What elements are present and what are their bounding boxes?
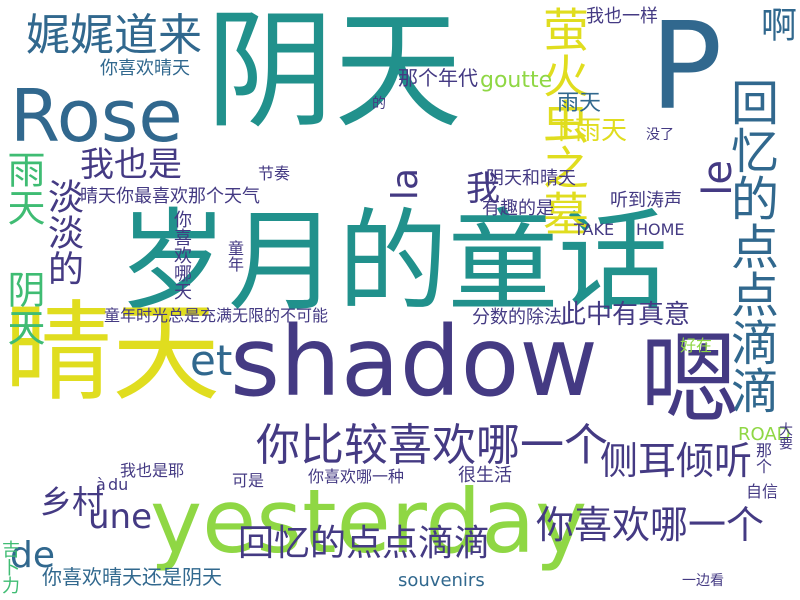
word-meile: 没了 — [646, 127, 674, 143]
word-goutte: goutte — [480, 68, 553, 93]
word-qingtian-haishi-yintian: 你喜欢晴天还是阴天 — [42, 565, 222, 589]
word-yibian-kan: 一边看 — [682, 573, 724, 589]
word-le: le — [695, 160, 741, 196]
word-ni-xihuan-nayizhong: 你喜欢哪一种 — [308, 467, 405, 486]
word-xiangcun: 乡村 — [40, 483, 105, 521]
word-yintian-he-qingtian: 阴天和晴天 — [486, 168, 576, 189]
word-xiayutian: 下雨天 — [549, 116, 628, 146]
word-suiyue-tonghua: 岁月的童话 — [118, 198, 668, 326]
word-dandande: 淡淡的 — [42, 178, 83, 286]
word-souvenirs: souvenirs — [398, 570, 485, 591]
word-cizhong-you-zhenyi: 此中有真意 — [560, 300, 691, 330]
word-shadow: shadow — [230, 306, 598, 418]
word-rose: Rose — [10, 74, 183, 158]
word-haozai: 好在 — [680, 336, 713, 355]
word-fenshu-chufa: 分数的除法 — [472, 307, 562, 328]
word-et: et — [190, 336, 233, 385]
word-tongnian-shiguang: 童年时光总是充满无限的不可能 — [104, 306, 329, 325]
word-huiyi-diandian: 回忆的点点滴滴 — [238, 523, 491, 564]
word-take: TAKE — [574, 220, 615, 239]
word-en: 嗯 — [640, 321, 740, 438]
word-woyeshi-ye: 我也是耶 — [120, 461, 185, 480]
word-tongnian: 童年 — [225, 240, 244, 272]
word-ni-xihuan-qingtian-1: 你喜欢晴天 — [100, 58, 190, 79]
word-yinghuochong: 萤火虫之墓 — [536, 6, 590, 236]
word-niniedaolai: 娓娓道来 — [26, 10, 202, 61]
word-road: ROAD — [738, 424, 791, 445]
word-qingtian: 晴天 — [4, 291, 221, 416]
word-youqu-de-shi: 有趣的是 — [482, 198, 554, 219]
word-jiezou: 节奏 — [258, 164, 291, 183]
word-nage-niandai: 那个年代 — [398, 66, 478, 90]
word-yutian: 雨天 — [557, 91, 602, 116]
word-une: une — [88, 497, 153, 537]
word-yintian: 阴天 — [206, 0, 463, 146]
word-de-particle: 的 — [372, 96, 386, 112]
word-woye-yiyang: 我也一样 — [586, 6, 658, 27]
word-a-accent: à — [96, 475, 106, 494]
word-keshi: 可是 — [232, 471, 265, 490]
word-ni-xihuan-nayige: 你喜欢哪一个 — [536, 503, 765, 547]
word-dayao: 大要 — [777, 422, 793, 450]
word-a: 啊 — [755, 6, 796, 42]
word-ce-er-qingting: 侧耳倾听 — [600, 439, 753, 483]
word-hen-shenghuo: 很生活 — [458, 465, 512, 486]
word-wo: 我 — [466, 169, 500, 209]
word-nage: 那个 — [753, 442, 772, 474]
word-de: de — [10, 535, 55, 576]
word-yesterday: yesterday — [150, 470, 588, 573]
word-yutian-yintian: 雨天 阴天 — [1, 150, 45, 346]
word-bijiao-xihuan: 你比较喜欢哪一个 — [256, 420, 608, 471]
word-home: HOME — [636, 220, 685, 239]
word-zixin: 自信 — [746, 482, 779, 501]
word-tingdao-taosheng: 听到涛声 — [610, 190, 682, 211]
word-huiyi-diandian-vertical: 回忆的点点滴滴 — [722, 78, 778, 414]
word-qingtian-zuixihuan: 晴天你最喜欢那个天气 — [80, 186, 260, 207]
word-jibuli: 吉卜力 — [0, 540, 20, 594]
word-woyeshi: 我也是 — [80, 145, 182, 185]
word-la: la — [385, 168, 426, 201]
word-p: P — [650, 0, 723, 137]
word-du: du — [108, 475, 129, 494]
word-ni-xihuan-natian: 你喜欢哪天 — [171, 210, 192, 300]
